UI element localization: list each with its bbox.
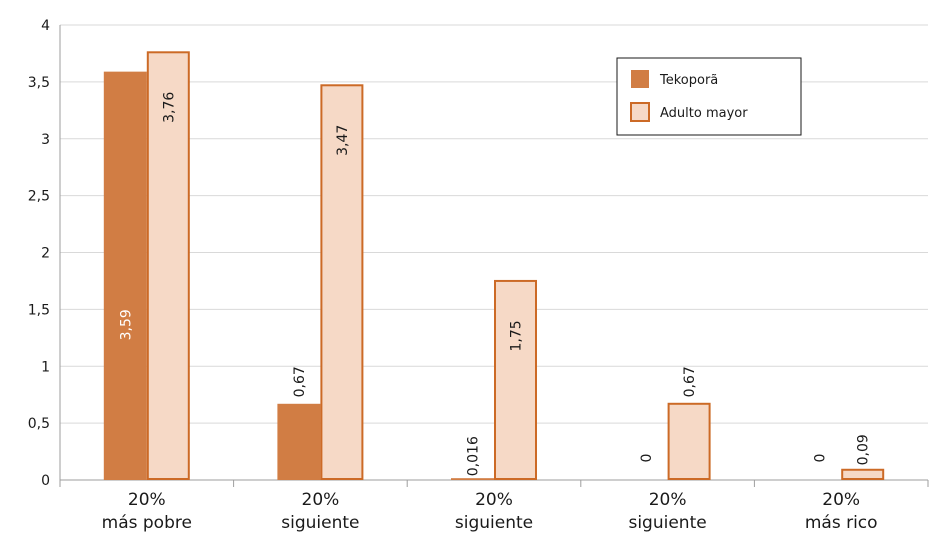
data-label: 0: [813, 454, 829, 463]
y-tick-label: 1: [41, 359, 50, 375]
data-label: 3,76: [161, 92, 177, 123]
x-category-label: 20%: [302, 490, 340, 510]
data-label: 0,09: [856, 434, 872, 465]
legend-swatch-tekopora: [631, 70, 649, 88]
data-label: 0,67: [682, 366, 698, 397]
data-label: 0,67: [292, 366, 308, 397]
x-category-label: siguiente: [628, 513, 706, 533]
x-category-label: 20%: [128, 490, 166, 510]
bars: [103, 51, 885, 481]
x-category-label: más rico: [805, 513, 878, 533]
legend-box: [616, 57, 802, 136]
y-tick-label: 3,5: [28, 75, 50, 91]
legend-swatch-adulto-mayor: [630, 102, 650, 122]
bar-adulto-mayor: [146, 51, 190, 481]
legend-label: Adulto mayor: [660, 106, 748, 121]
legend: Tekoporã Adulto mayor: [616, 57, 802, 136]
bar-tekopora: [277, 403, 321, 480]
axes: 0 0,5 1 1,5 2 2,5 3 3,5 4 20% más pobre 20% siguient…: [28, 18, 929, 533]
legend-label: Tekoporã: [659, 73, 718, 88]
y-tick-label: 1,5: [28, 302, 50, 318]
x-category-label: 20%: [475, 490, 513, 510]
data-label: 1,75: [509, 320, 525, 351]
data-label: 0,016: [466, 436, 482, 476]
bar-adulto-mayor: [320, 84, 364, 480]
y-tick-label: 4: [41, 18, 50, 34]
x-category-label: 20%: [822, 490, 860, 510]
x-category-label: siguiente: [281, 513, 359, 533]
x-category-label: siguiente: [455, 513, 533, 533]
bar-tekopora: [103, 71, 147, 480]
data-label: 3,59: [118, 309, 134, 340]
data-label: 0: [639, 454, 655, 463]
x-category-label: 20%: [649, 490, 687, 510]
x-category-label: más pobre: [102, 513, 192, 533]
y-tick-label: 0,5: [28, 416, 50, 432]
y-tick-label: 3: [41, 132, 50, 148]
bar-adulto-mayor: [841, 468, 885, 481]
y-tick-label: 2: [41, 246, 50, 262]
bar-tekopora: [451, 478, 494, 480]
bar-adulto-mayor: [667, 402, 711, 481]
data-labels: 3,59 0,67 0,016 0 0 3,76 3,47 1,75 0,67 0,09: [118, 92, 871, 477]
bar-adulto-mayor: [494, 279, 537, 480]
data-label: 3,47: [335, 125, 351, 156]
y-tick-label: 2,5: [28, 189, 50, 205]
y-tick-label: 0: [41, 473, 50, 489]
